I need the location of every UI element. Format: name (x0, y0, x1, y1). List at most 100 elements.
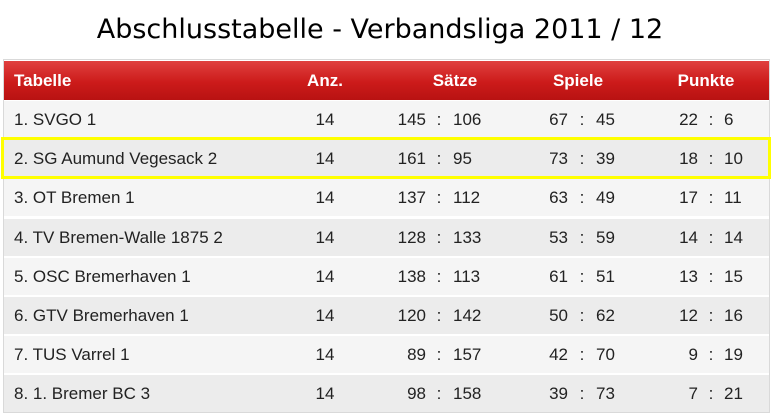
cell-saetze-won: 120 (397, 306, 426, 325)
cell-saetze-won: 89 (407, 345, 426, 365)
cell-spiele-won: 42 (549, 345, 568, 365)
cell-saetze-won: 98 (407, 384, 426, 404)
cell-punkte-plus: 7 (688, 384, 698, 404)
table-row: 6. GTV Bremerhaven 1 14 120:142 50:62 12:16 (4, 296, 769, 334)
cell-spiele-colon: : (579, 266, 585, 286)
cell-saetze-lost: 157 (453, 345, 482, 365)
cell-saetze-lost: 113 (453, 266, 481, 286)
cell-spiele-won: 50 (549, 306, 568, 325)
cell-anz: 14 (315, 227, 335, 247)
cell-punkte-minus: 16 (724, 306, 743, 325)
cell-saetze-won: 161 (397, 149, 426, 169)
cell-punkte-minus: 15 (724, 266, 743, 286)
table-row: 3. OT Bremen 1 14 137:112 63:49 17:11 (4, 178, 769, 217)
cell-saetze-won: 137 (397, 188, 426, 208)
cell-punkte-plus: 17 (679, 188, 698, 208)
cell-spiele-colon: : (579, 306, 585, 325)
cell-spiele-won: 53 (549, 227, 568, 247)
cell-team: 8. 1. Bremer BC 3 (14, 384, 151, 404)
cell-saetze-won: 128 (397, 227, 426, 247)
cell-punkte-plus: 14 (679, 227, 698, 247)
cell-spiele-won: 63 (549, 188, 568, 208)
cell-team: 6. GTV Bremerhaven 1 (14, 306, 189, 325)
cell-spiele-colon: : (579, 110, 585, 129)
header-anz: Anz. (307, 71, 343, 90)
cell-team: 4. TV Bremen-Walle 1875 2 (14, 227, 223, 247)
page-title: Abschlusstabelle - Verbandsliga 2011 / 1… (96, 14, 664, 45)
cell-anz: 14 (315, 110, 335, 129)
cell-punkte-colon: : (708, 188, 714, 208)
cell-punkte-colon: : (708, 149, 714, 169)
cell-punkte-plus: 22 (679, 110, 698, 129)
cell-saetze-colon: : (436, 227, 442, 247)
cell-punkte-minus: 21 (724, 384, 743, 404)
cell-punkte-minus: 10 (724, 149, 743, 169)
cell-saetze-colon: : (436, 110, 442, 129)
cell-anz: 14 (315, 306, 335, 325)
cell-anz: 14 (315, 188, 335, 208)
cell-spiele-lost: 51 (596, 266, 615, 286)
table-row: 7. TUS Varrel 1 14 89:157 42:70 9:19 (4, 335, 769, 374)
cell-spiele-won: 67 (549, 110, 568, 129)
table-row: 2. SG Aumund Vegesack 2 14 161:95 73:39 18:1… (4, 139, 769, 178)
cell-spiele-lost: 45 (596, 110, 615, 129)
cell-anz: 14 (315, 384, 335, 404)
cell-saetze-lost: 112 (453, 188, 481, 208)
header-spiele: Spiele (552, 71, 604, 90)
cell-saetze-won: 145 (397, 110, 426, 129)
cell-spiele-colon: : (579, 188, 585, 208)
cell-punkte-minus: 19 (724, 345, 743, 365)
cell-spiele-colon: : (579, 149, 585, 169)
header-team: Tabelle (14, 71, 72, 90)
cell-punkte-colon: : (708, 384, 714, 404)
table-row: 1. SVGO 1 14 145:106 67:45 22:6 (4, 100, 769, 138)
cell-anz: 14 (315, 266, 335, 286)
cell-spiele-won: 61 (549, 266, 568, 286)
cell-punkte-plus: 18 (679, 149, 698, 169)
cell-spiele-lost: 39 (596, 149, 615, 169)
cell-saetze-lost: 106 (453, 110, 482, 129)
cell-punkte-minus: 14 (724, 227, 743, 247)
cell-saetze-lost: 158 (453, 384, 482, 404)
cell-punkte-colon: : (708, 110, 714, 129)
cell-punkte-colon: : (708, 266, 714, 286)
cell-spiele-won: 39 (549, 384, 568, 404)
cell-saetze-won: 138 (397, 266, 426, 286)
cell-spiele-lost: 70 (596, 345, 615, 365)
header-saetze: Sätze (432, 71, 478, 90)
cell-spiele-lost: 62 (596, 306, 615, 325)
cell-saetze-lost: 133 (453, 227, 482, 247)
cell-spiele-colon: : (579, 384, 585, 404)
cell-punkte-plus: 9 (688, 345, 698, 365)
cell-saetze-lost: 142 (453, 306, 482, 325)
cell-team: 3. OT Bremen 1 (14, 188, 135, 208)
cell-spiele-lost: 49 (596, 188, 615, 208)
cell-team: 2. SG Aumund Vegesack 2 (14, 149, 218, 169)
table-header: Tabelle Anz. Sätze Spiele Punkte (4, 61, 769, 100)
cell-saetze-colon: : (436, 266, 442, 286)
cell-spiele-lost: 73 (596, 384, 615, 404)
header-punkte: Punkte (677, 71, 735, 90)
cell-team: 1. SVGO 1 (14, 110, 97, 129)
cell-anz: 14 (315, 345, 335, 365)
cell-saetze-lost: 95 (453, 149, 472, 169)
cell-punkte-colon: : (708, 306, 714, 325)
cell-punkte-colon: : (708, 345, 714, 365)
cell-spiele-colon: : (579, 345, 585, 365)
cell-spiele-lost: 59 (596, 227, 615, 247)
cell-team: 5. OSC Bremerhaven 1 (14, 266, 191, 286)
cell-punkte-colon: : (708, 227, 714, 247)
cell-punkte-minus: 11 (724, 188, 742, 208)
cell-punkte-plus: 12 (679, 306, 698, 325)
cell-saetze-colon: : (436, 384, 442, 404)
table-row: 4. TV Bremen-Walle 1875 2 14 128:133 53:59 1… (4, 217, 769, 256)
cell-saetze-colon: : (436, 188, 442, 208)
cell-saetze-colon: : (436, 149, 442, 169)
cell-saetze-colon: : (436, 306, 442, 325)
cell-saetze-colon: : (436, 345, 442, 365)
table-row: 8. 1. Bremer BC 3 14 98:158 39:73 7:21 (4, 374, 769, 413)
cell-punkte-plus: 13 (679, 266, 698, 286)
cell-punkte-minus: 6 (724, 110, 734, 129)
cell-spiele-colon: : (579, 227, 585, 247)
cell-anz: 14 (315, 149, 335, 169)
